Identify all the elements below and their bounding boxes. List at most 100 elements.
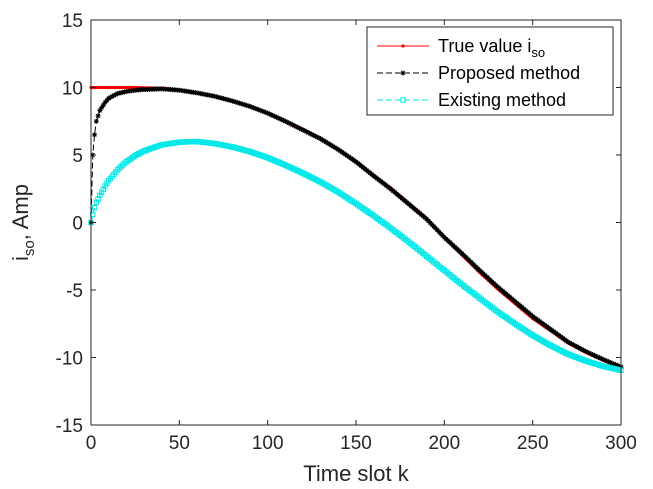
y-tick-label: -10: [56, 349, 83, 370]
y-tick-label: 15: [62, 11, 83, 32]
x-tick-label: 300: [605, 433, 637, 454]
data-point: [95, 113, 101, 119]
data-point: [109, 93, 115, 99]
legend-label: Existing method: [438, 90, 566, 110]
data-point: [565, 339, 571, 345]
data-point: [613, 362, 619, 368]
y-tick-label: 0: [72, 214, 83, 235]
data-point: [97, 107, 103, 113]
data-point: [288, 121, 294, 127]
data-point: [304, 129, 310, 135]
data-point: [107, 94, 113, 100]
data-point: [106, 95, 112, 101]
data-point: [263, 109, 269, 115]
data-point: [242, 102, 248, 108]
data-point: [265, 110, 271, 116]
x-axis-label: Time slot k: [303, 461, 410, 486]
data-point: [279, 117, 285, 123]
data-point: [100, 102, 106, 108]
data-point: [569, 341, 575, 347]
data-point: [99, 105, 105, 111]
data-point: [249, 104, 255, 110]
data-point: [102, 99, 108, 105]
data-point: [611, 361, 617, 367]
data-point: [231, 99, 237, 105]
series-proposed-method: [88, 86, 624, 370]
data-point: [274, 114, 279, 120]
data-point: [311, 132, 317, 138]
y-axis-label-main: i: [8, 256, 33, 261]
data-point: [600, 357, 606, 363]
data-point: [281, 117, 287, 123]
data-point: [576, 345, 582, 351]
legend: True value iso Proposed method Existing me…: [366, 26, 614, 116]
legend-entry: True value iso: [377, 36, 545, 60]
y-tick-label: 10: [62, 79, 83, 100]
data-point: [602, 357, 608, 363]
data-point: [235, 100, 241, 106]
data-point: [592, 352, 597, 358]
data-point: [240, 101, 246, 107]
x-tick-label: 150: [340, 433, 372, 454]
data-point: [295, 124, 301, 130]
data-point: [233, 99, 239, 105]
legend-label: Proposed method: [438, 63, 580, 83]
series-layer: [88, 85, 624, 374]
data-point: [251, 105, 257, 111]
data-point: [261, 109, 267, 115]
data-point: [270, 113, 276, 119]
y-axis-label: iso, Amp: [8, 184, 38, 261]
data-point: [586, 350, 592, 356]
y-tick-label: 5: [72, 146, 83, 167]
data-point: [282, 118, 288, 124]
data-point: [583, 348, 589, 354]
data-point: [259, 108, 265, 114]
data-point: [590, 352, 596, 358]
data-point: [291, 123, 297, 129]
data-point: [593, 353, 599, 359]
data-point: [314, 134, 320, 140]
data-point: [93, 118, 99, 124]
data-point: [597, 355, 603, 361]
data-point: [599, 356, 605, 362]
y-axis-label-subscript: so: [21, 240, 38, 256]
data-point: [616, 363, 622, 369]
data-point: [266, 111, 272, 117]
legend-label: True value iso: [438, 36, 545, 60]
data-point: [252, 105, 258, 111]
data-point: [92, 132, 98, 138]
data-point: [572, 343, 578, 349]
series-existing-method: [88, 138, 624, 374]
data-point: [113, 92, 119, 98]
data-point: [579, 347, 585, 353]
x-tick-label: 250: [517, 433, 549, 454]
data-point: [312, 133, 318, 139]
data-point: [614, 362, 620, 368]
data-point: [293, 124, 299, 130]
data-point: [247, 103, 253, 109]
data-point: [574, 344, 580, 350]
data-point: [316, 135, 322, 141]
y-axis-label-suffix: , Amp: [8, 184, 33, 240]
data-point: [111, 92, 117, 98]
data-point: [245, 103, 251, 109]
data-point: [567, 340, 573, 346]
data-point: [577, 346, 583, 352]
data-point: [104, 97, 110, 103]
data-point: [309, 131, 315, 137]
data-point: [581, 347, 587, 353]
x-tick-label: 50: [169, 433, 190, 454]
data-point: [606, 359, 612, 365]
data-point: [272, 113, 278, 119]
data-point: [400, 70, 406, 76]
x-tick-label: 100: [252, 433, 284, 454]
data-point: [256, 107, 262, 113]
data-point: [400, 97, 406, 103]
data-point: [595, 354, 601, 360]
data-point: [584, 349, 590, 355]
data-point: [289, 122, 295, 128]
x-tick-label: 200: [428, 433, 460, 454]
legend-entry: Existing method: [377, 90, 566, 110]
data-point: [305, 130, 311, 136]
